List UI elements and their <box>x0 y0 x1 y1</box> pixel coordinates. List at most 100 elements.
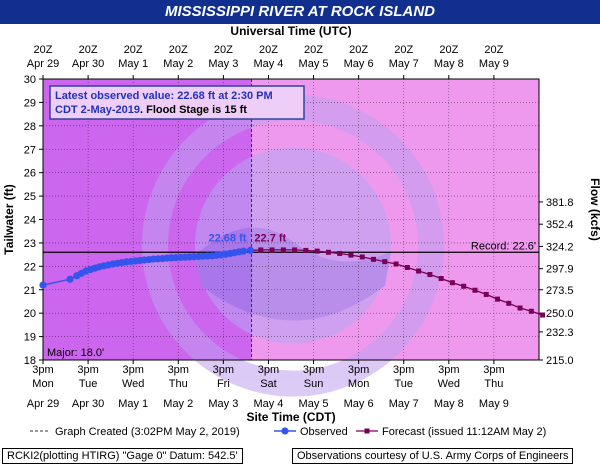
legend-forecast-marker <box>364 428 370 434</box>
top-tick-time: 20Z <box>169 44 188 56</box>
top-tick-date: Apr 29 <box>27 58 59 70</box>
latest-info-date: CDT 2-May-2019 <box>55 104 140 116</box>
y2-tick-label: 381.8 <box>546 197 574 209</box>
bottom-tick-day: Wed <box>438 378 460 390</box>
forecast-point <box>438 276 444 282</box>
record-stage-label: Record: 22.6' <box>471 240 536 252</box>
y-axis-title: Tailwater (ft) <box>2 184 16 254</box>
chart-title: MISSISSIPPI RIVER AT ROCK ISLAND <box>0 0 600 24</box>
bottom-tick-time: 3pm <box>77 364 98 376</box>
legend-observed-label: Observed <box>300 426 348 438</box>
y2-tick-label: 250.0 <box>546 308 574 320</box>
y-tick-label: 27 <box>24 144 36 156</box>
bottom-tick-time: 3pm <box>122 364 143 376</box>
flood-stage-note: . Flood Stage is 15 ft <box>140 104 247 116</box>
top-tick-date: May 1 <box>118 58 148 70</box>
bottom-tick-date: May 1 <box>118 398 148 410</box>
bottom-tick-time: 3pm <box>32 364 53 376</box>
credit-note: Observations courtesy of U.S. Army Corps… <box>292 448 574 464</box>
forecast-point <box>337 250 343 256</box>
bottom-tick-time: 3pm <box>393 364 414 376</box>
y-tick-label: 24 <box>24 215 36 227</box>
y2-tick-label: 324.2 <box>546 241 574 253</box>
forecast-point <box>472 287 478 293</box>
forecast-point <box>483 291 489 297</box>
y-tick-label: 26 <box>24 168 36 180</box>
forecast-point <box>540 312 546 318</box>
top-tick-time: 20Z <box>214 44 233 56</box>
forecast-point <box>371 256 377 262</box>
top-tick-time: 20Z <box>79 44 98 56</box>
forecast-point <box>528 308 534 314</box>
latest-info-box <box>49 85 305 120</box>
y-tick-label: 25 <box>24 191 36 203</box>
y2-tick-label: 352.4 <box>546 219 574 231</box>
top-axis-title: Universal Time (UTC) <box>230 24 351 38</box>
bottom-tick-time: 3pm <box>303 364 324 376</box>
top-tick-date: May 9 <box>479 58 509 70</box>
datum-note: RCKI2(plotting HTIRG) "Gage 0" Datum: 54… <box>2 448 243 464</box>
major-stage-label: Major: 18.0' <box>47 347 104 359</box>
y2-tick-label: 232.3 <box>546 327 574 339</box>
bottom-tick-date: Apr 29 <box>27 398 59 410</box>
observed-point <box>39 281 47 289</box>
y-tick-label: 29 <box>24 97 36 109</box>
y-tick-label: 20 <box>24 308 36 320</box>
observed-point <box>240 247 248 255</box>
observed-value-label: 22.68 ft <box>208 232 246 244</box>
bottom-tick-day: Tue <box>394 378 413 390</box>
legend-forecast-label: Forecast (issued 11:12AM May 2) <box>382 426 546 438</box>
y-tick-label: 21 <box>24 285 36 297</box>
legend-observed-marker <box>281 427 289 435</box>
agency-seal-watermark <box>142 94 444 397</box>
top-tick-time: 20Z <box>484 44 503 56</box>
forecast-point <box>517 305 523 311</box>
bottom-tick-day: Thu <box>169 378 188 390</box>
bottom-tick-time: 3pm <box>168 364 189 376</box>
bottom-tick-day: Wed <box>122 378 144 390</box>
top-tick-date: May 6 <box>344 58 374 70</box>
y-tick-label: 19 <box>24 332 36 344</box>
bottom-tick-day: Mon <box>348 378 369 390</box>
bottom-tick-day: Mon <box>32 378 53 390</box>
forecast-point <box>348 252 354 258</box>
forecast-point <box>393 261 399 267</box>
bottom-tick-date: May 6 <box>344 398 374 410</box>
bottom-tick-time: 3pm <box>348 364 369 376</box>
forecast-value-label: 22.7 ft <box>254 232 286 244</box>
y2-tick-label: 273.5 <box>546 285 574 297</box>
bottom-tick-day: Tue <box>79 378 98 390</box>
bottom-tick-date: May 3 <box>208 398 238 410</box>
top-tick-time: 20Z <box>34 44 53 56</box>
top-tick-time: 20Z <box>259 44 278 56</box>
bottom-tick-date: May 9 <box>479 398 509 410</box>
top-tick-time: 20Z <box>124 44 143 56</box>
bottom-tick-time: 3pm <box>213 364 234 376</box>
bottom-tick-day: Sat <box>260 378 277 390</box>
observed-point <box>246 246 255 255</box>
bottom-tick-day: Sun <box>304 378 324 390</box>
top-tick-time: 20Z <box>394 44 413 56</box>
bottom-tick-date: May 7 <box>389 398 419 410</box>
y-tick-label: 22 <box>24 261 36 273</box>
y2-tick-label: 297.9 <box>546 264 574 276</box>
bottom-tick-day: Thu <box>484 378 503 390</box>
forecast-point <box>258 247 264 253</box>
bottom-tick-date: May 4 <box>253 398 283 410</box>
forecast-point <box>427 272 433 278</box>
y-tick-label: 18 <box>24 355 36 367</box>
forecast-point <box>382 259 388 265</box>
top-tick-date: May 5 <box>299 58 329 70</box>
bottom-tick-date: May 8 <box>434 398 464 410</box>
forecast-point <box>416 268 422 274</box>
top-tick-date: May 8 <box>434 58 464 70</box>
bottom-tick-time: 3pm <box>483 364 504 376</box>
forecast-point <box>461 283 467 289</box>
bottom-tick-time: 3pm <box>258 364 279 376</box>
forecast-point <box>325 249 331 255</box>
bottom-tick-date: May 5 <box>299 398 329 410</box>
forecast-point <box>292 247 298 253</box>
top-tick-date: May 7 <box>389 58 419 70</box>
